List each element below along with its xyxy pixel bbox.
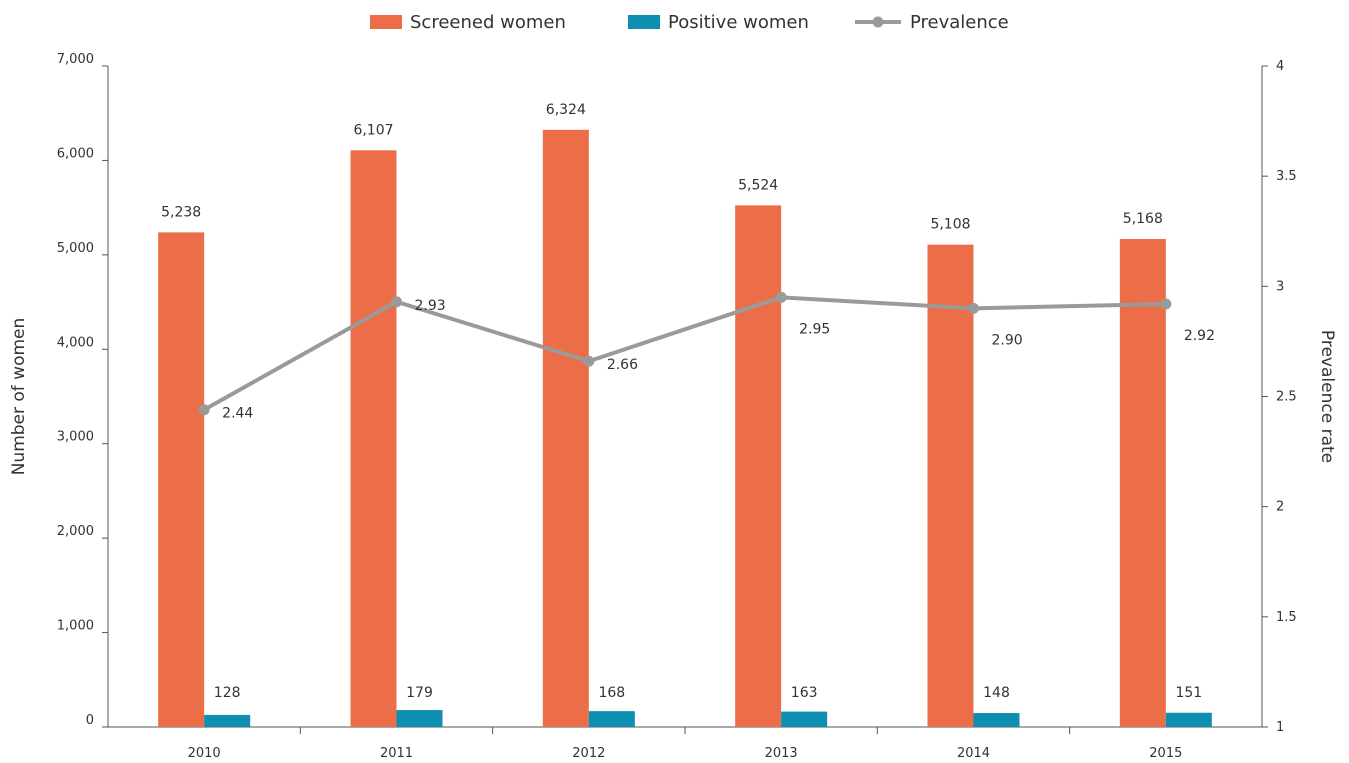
data-label-positive: 179 <box>406 685 433 701</box>
legend: Screened women Positive women Prevalence <box>370 12 1009 33</box>
data-label-screened: 6,324 <box>546 102 586 118</box>
data-label-positive: 148 <box>983 685 1010 701</box>
bar-positive-women <box>781 711 828 727</box>
y2-tick-label: 2 <box>1276 500 1284 515</box>
y2-tick-label: 4 <box>1276 59 1284 74</box>
prevalence-point <box>391 296 402 308</box>
x-tick-label: 2013 <box>765 746 798 761</box>
data-label-screened: 5,238 <box>161 204 201 220</box>
data-label-prevalence: 2.92 <box>1184 328 1215 344</box>
prevalence-point <box>968 302 979 314</box>
bar-screened-women <box>350 150 397 727</box>
y2-tick-label: 1 <box>1276 720 1284 735</box>
bar-screened-women <box>542 129 589 727</box>
legend-swatch <box>370 15 402 29</box>
data-label-positive: 128 <box>214 685 241 701</box>
x-tick-label: 2015 <box>1149 746 1182 761</box>
y2-tick-label: 2.5 <box>1276 390 1297 405</box>
prevalence-line <box>198 291 1172 416</box>
y-tick-label: 3,000 <box>57 430 94 445</box>
y2-axis-title: Prevalence rate <box>1317 330 1337 463</box>
prevalence-point <box>1160 298 1172 310</box>
prevalence-point <box>583 355 595 367</box>
legend-marker <box>872 16 884 28</box>
y-tick-label: 7,000 <box>57 52 94 67</box>
prevalence-line-path <box>203 295 1166 412</box>
y-axis-title: Number of women <box>9 318 29 476</box>
y2-tick-label: 3 <box>1276 279 1284 294</box>
bar-positive-women <box>204 714 251 727</box>
legend-swatch <box>628 15 660 29</box>
y2-tick-label: 3.5 <box>1276 169 1297 184</box>
data-labels: 5,238 128 6,107 179 6,324 168 5,524 163 5,108 148… <box>161 102 1215 701</box>
x-tick-label: 2012 <box>572 746 605 761</box>
y-tick-label: 2,000 <box>57 524 94 539</box>
data-label-prevalence: 2.95 <box>799 321 830 337</box>
bars <box>158 129 1212 727</box>
data-label-screened: 6,107 <box>353 122 393 138</box>
x-tick-label: 2010 <box>188 746 221 761</box>
data-label-positive: 168 <box>598 685 625 701</box>
y-tick-label: 4,000 <box>57 335 94 350</box>
data-label-positive: 151 <box>1175 685 1202 701</box>
bar-positive-women <box>588 711 635 727</box>
data-label-prevalence: 2.66 <box>607 357 638 373</box>
bar-screened-women <box>927 244 974 727</box>
data-label-positive: 163 <box>791 685 818 701</box>
x-tick-label: 2011 <box>380 746 413 761</box>
x-tick-label: 2014 <box>957 746 990 761</box>
data-label-prevalence: 2.93 <box>415 298 446 314</box>
y-tick-label: 1,000 <box>57 619 94 634</box>
data-label-screened: 5,168 <box>1123 211 1163 227</box>
legend-label: Positive women <box>668 12 809 33</box>
data-label-prevalence: 2.44 <box>222 406 253 422</box>
data-label-screened: 5,524 <box>738 177 778 193</box>
bar-positive-women <box>973 713 1020 727</box>
bar-screened-women <box>158 232 205 727</box>
bar-positive-women <box>1165 712 1212 727</box>
bar-screened-women <box>1119 238 1166 727</box>
data-label-screened: 5,108 <box>930 217 970 233</box>
prevalence-point <box>198 404 210 416</box>
y-tick-label: 5,000 <box>57 241 94 256</box>
y-tick-label: 0 <box>86 713 94 728</box>
data-label-prevalence: 2.90 <box>992 332 1023 348</box>
axes: 0 1,000 2,000 3,000 4,000 5,000 6,000 7,000 1 1.5… <box>57 52 1297 761</box>
bar-positive-women <box>396 710 443 727</box>
y-tick-label: 6,000 <box>57 146 94 161</box>
legend-label: Prevalence <box>910 12 1009 33</box>
y2-tick-label: 1.5 <box>1276 610 1297 625</box>
prevalence-point <box>775 291 787 303</box>
bar-screened-women <box>735 205 782 727</box>
legend-label: Screened women <box>410 12 566 33</box>
